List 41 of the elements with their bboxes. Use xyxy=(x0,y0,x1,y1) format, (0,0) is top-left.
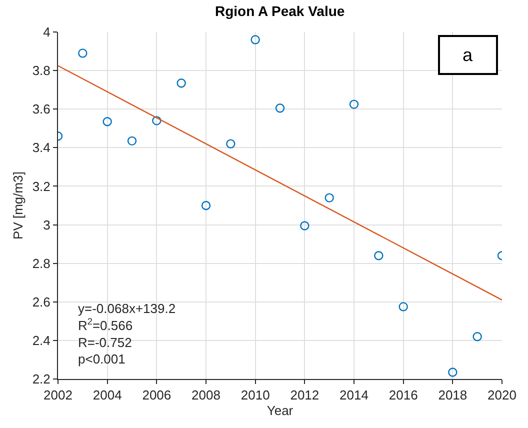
point xyxy=(324,193,334,202)
x-tick-label: 2002 xyxy=(44,388,72,403)
y-tick-label: 2.8 xyxy=(32,256,50,271)
x-tick-label: 2010 xyxy=(240,388,270,403)
y-tick-label: 3.6 xyxy=(32,102,50,117)
annotation: y=-0.068x+139.2 R$^{2}$=0.566 R=-0.752 p<0.001 xyxy=(78,301,176,367)
point xyxy=(102,117,112,126)
point xyxy=(226,139,236,148)
point xyxy=(127,136,137,146)
x-axis-title: Year xyxy=(266,403,294,418)
point xyxy=(201,200,211,210)
y-tick-label: 4 xyxy=(43,24,50,40)
x-tick-label: 2014 xyxy=(340,388,368,403)
y-axis-title: PV [mg/m3] xyxy=(10,172,26,240)
point xyxy=(374,251,384,260)
point xyxy=(472,332,482,342)
point xyxy=(78,48,88,58)
x-tick-label: 2016 xyxy=(388,388,418,403)
point xyxy=(349,100,359,109)
x-tick-label: 2004 xyxy=(92,388,122,403)
point xyxy=(300,221,310,230)
annotation: a xyxy=(462,45,474,65)
y-tick-label: 2.6 xyxy=(32,294,50,310)
point xyxy=(152,116,162,126)
y-tick-label: 2.2 xyxy=(32,372,50,387)
y-tick-label: 3.8 xyxy=(32,63,50,78)
y-tick-label: 3.2 xyxy=(32,178,50,194)
x-tick-label: 2020 xyxy=(488,388,516,403)
x-tick-label: 2012 xyxy=(290,388,320,403)
point xyxy=(448,368,458,377)
x-tick-label: 2008 xyxy=(192,388,220,403)
y-tick-label: 3 xyxy=(43,217,50,232)
point xyxy=(250,35,260,44)
point xyxy=(176,78,186,88)
y-tick-label: 2.4 xyxy=(32,332,50,348)
chart-title: Rgion A Peak Value xyxy=(215,3,345,20)
x-tick-label: 2006 xyxy=(142,388,172,403)
point xyxy=(275,104,285,113)
point xyxy=(398,302,408,312)
x-tick-label: 2018 xyxy=(438,388,468,403)
y-tick-label: 3.4 xyxy=(32,140,50,156)
